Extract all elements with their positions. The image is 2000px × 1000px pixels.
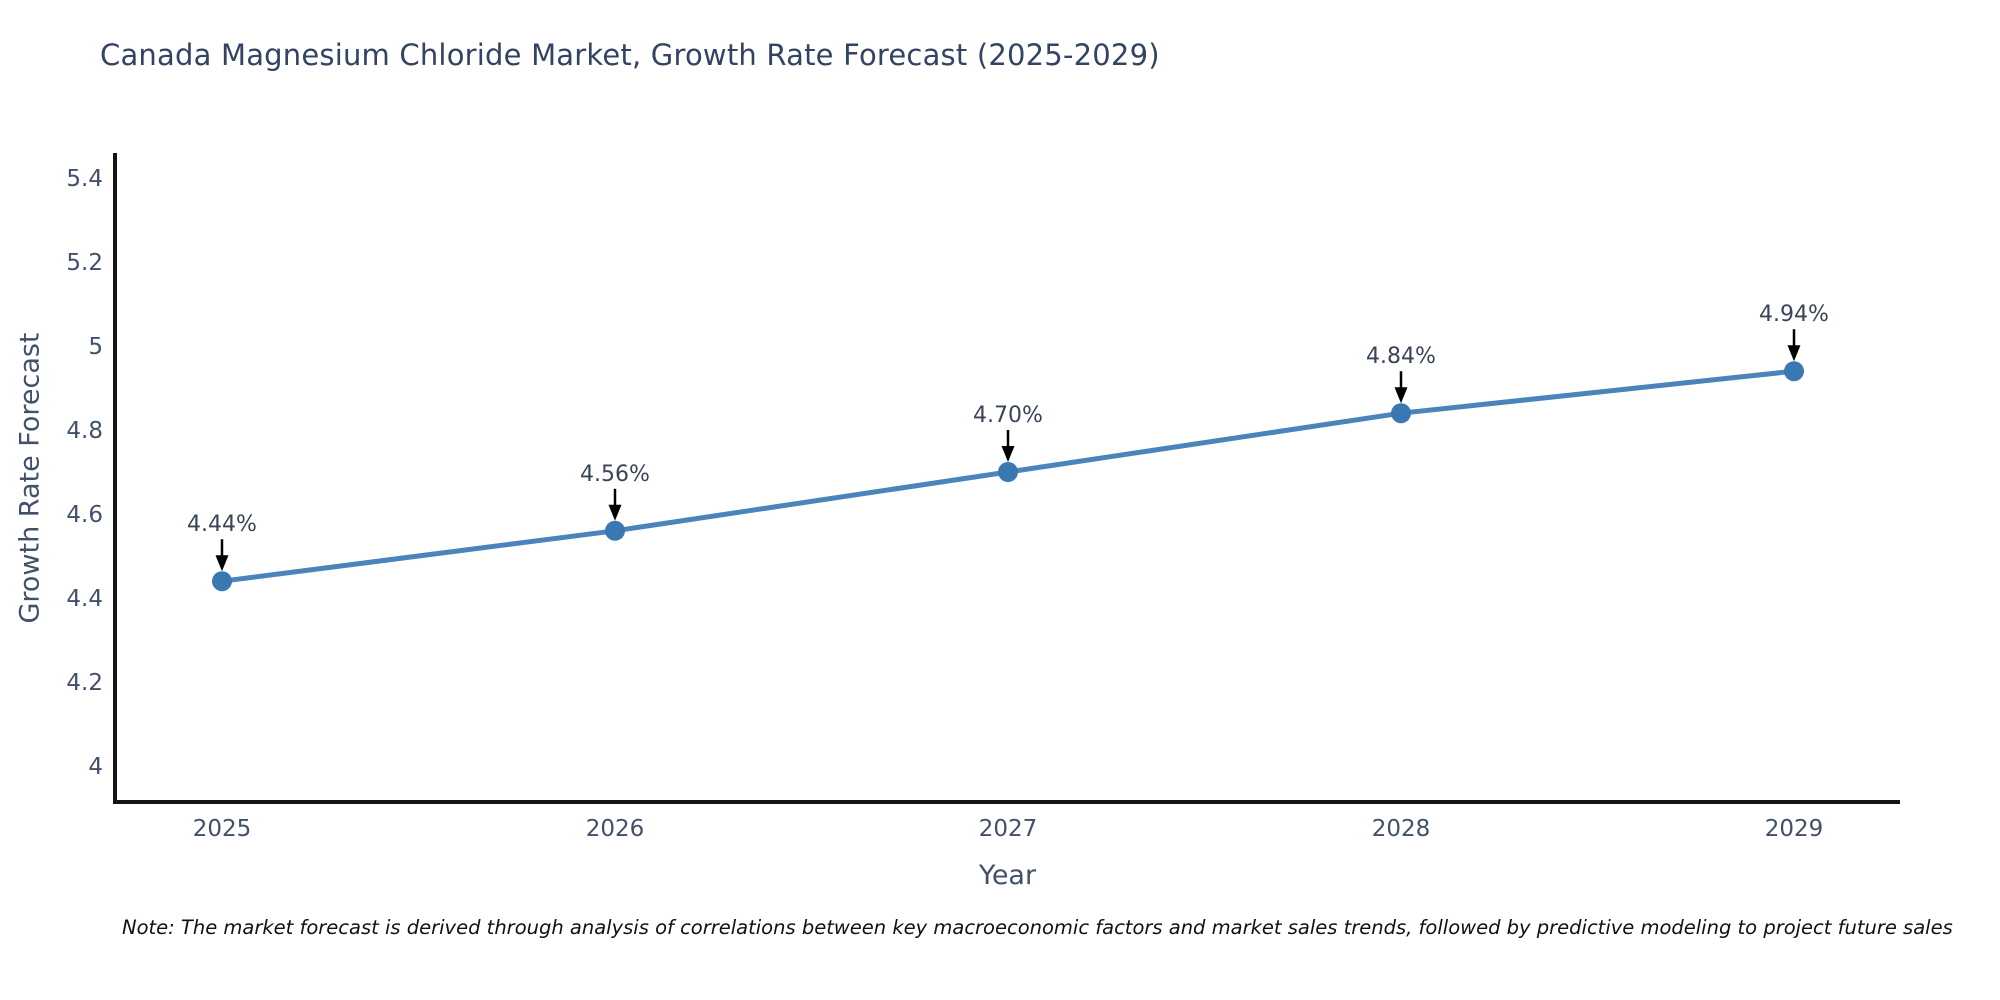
annotation-arrowhead — [1001, 446, 1015, 462]
annotation-arrowhead — [608, 504, 622, 521]
y-tick-label: 4.8 — [66, 418, 103, 444]
footnote: Note: The market forecast is derived thr… — [122, 916, 1953, 939]
annotation-arrowhead — [1787, 345, 1801, 362]
y-tick-label: 4 — [88, 754, 103, 780]
y-tick-label: 4.4 — [66, 586, 103, 612]
data-point-marker — [212, 571, 232, 592]
annotation-label: 4.56% — [580, 462, 650, 487]
annotation-arrowhead — [1394, 387, 1408, 404]
annotation-label: 4.94% — [1759, 302, 1829, 327]
y-tick-label: 5.2 — [66, 250, 103, 276]
data-point-marker — [998, 462, 1018, 482]
y-tick-label: 5 — [88, 334, 103, 360]
annotation-label: 4.44% — [187, 512, 257, 537]
y-tick-label: 4.2 — [66, 670, 103, 696]
chart-title: Canada Magnesium Chloride Market, Growth… — [100, 38, 1160, 72]
data-point-marker — [1391, 403, 1411, 424]
x-tick-label: 2028 — [1372, 816, 1431, 842]
annotation-arrowhead — [215, 555, 229, 572]
y-tick-label: 5.4 — [66, 166, 103, 192]
x-tick-label: 2027 — [979, 816, 1038, 842]
x-axis-title: Year — [978, 860, 1037, 891]
x-tick-label: 2026 — [586, 816, 645, 842]
data-point-marker — [1784, 361, 1804, 382]
y-axis-title: Growth Rate Forecast — [14, 332, 46, 624]
x-tick-label: 2029 — [1765, 816, 1824, 842]
data-point-marker — [605, 520, 625, 541]
x-tick-label: 2025 — [193, 816, 252, 842]
annotation-label: 4.84% — [1366, 344, 1436, 369]
y-tick-label: 4.6 — [66, 502, 103, 528]
annotation-label: 4.70% — [973, 403, 1043, 428]
